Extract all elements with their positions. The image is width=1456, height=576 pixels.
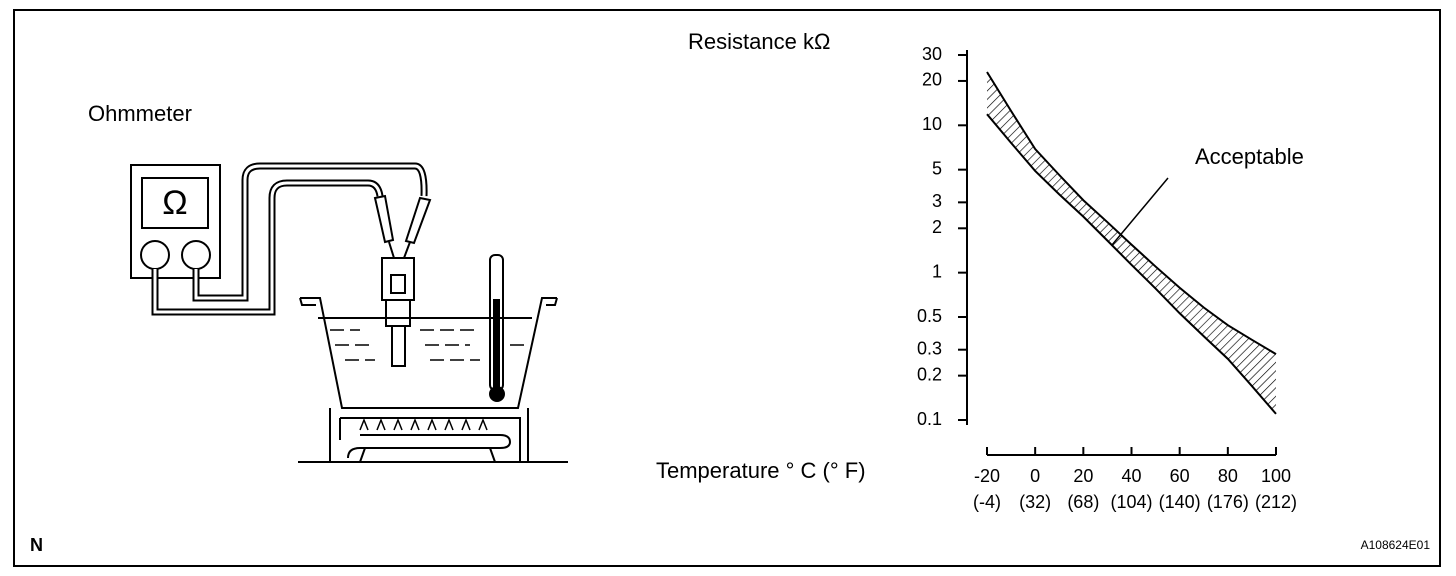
chart-title: Resistance kΩ: [688, 29, 830, 54]
corner-mark: N: [30, 535, 43, 555]
x-tick-label-secondary: (-4): [973, 492, 1001, 512]
probe-tip: [388, 241, 411, 259]
probe: [404, 196, 432, 245]
y-tick-label: 1: [932, 261, 942, 281]
wire-inner: [194, 164, 426, 300]
upper-limit-line: [986, 71, 1277, 355]
y-tick-label: 10: [922, 114, 942, 134]
wire: [151, 179, 384, 316]
x-tick-label-secondary: (68): [1067, 492, 1099, 512]
water: [330, 329, 525, 361]
terminal: [140, 240, 170, 270]
probe: [373, 194, 395, 244]
y-tick-label: 0.2: [917, 364, 942, 384]
ohmmeter-display: [141, 177, 209, 229]
ohmmeter-label: Ohmmeter: [88, 101, 192, 126]
y-tick-label: 20: [922, 70, 942, 90]
flames: [359, 417, 488, 431]
x-tick-label-secondary: (212): [1255, 492, 1297, 512]
y-tick-label: 0.5: [917, 306, 942, 326]
frame: [13, 9, 1441, 567]
x-tick-label: 80: [1218, 466, 1238, 486]
y-tick-label: 2: [932, 217, 942, 237]
y-tick-label: 30: [922, 44, 942, 64]
burner-legs: [359, 447, 496, 463]
sensor-latch: [390, 274, 406, 294]
sensor-thread: [385, 299, 411, 327]
x-tick-label: 40: [1121, 466, 1141, 486]
x-tick-label-secondary: (104): [1110, 492, 1152, 512]
x-tick-label: -20: [974, 466, 1000, 486]
x-tick-label: 60: [1170, 466, 1190, 486]
sensor-tip: [391, 325, 406, 367]
thermometer-bulb: [489, 386, 505, 402]
pot: [300, 297, 557, 409]
burner-stand: [329, 408, 529, 462]
x-tick-label: 100: [1261, 466, 1291, 486]
thermometer-column: [493, 299, 500, 391]
x-axis-label: Temperature ° C (° F): [656, 458, 866, 483]
ohm-symbol: Ω: [162, 184, 187, 222]
x-tick-label-secondary: (32): [1019, 492, 1051, 512]
pot-lip: [299, 297, 558, 306]
acceptable-band: [987, 72, 1276, 414]
burner-pipe: [347, 434, 512, 459]
x-tick-label: 0: [1030, 466, 1040, 486]
y-tick-label: 0.3: [917, 338, 942, 358]
annotation: Acceptable: [1195, 144, 1304, 169]
illustration: [130, 162, 568, 463]
x-tick-label-secondary: (140): [1159, 492, 1201, 512]
y-tick-label: 0.1: [917, 409, 942, 429]
lower-limit-line: [986, 113, 1277, 415]
wire-inner: [153, 181, 382, 314]
figure-code: A108624E01: [1361, 538, 1431, 552]
y-tick-label: 5: [932, 158, 942, 178]
x-tick-label-secondary: (176): [1207, 492, 1249, 512]
ohmmeter-body: [130, 164, 221, 279]
terminal: [181, 240, 211, 270]
y-tick-label: 3: [932, 191, 942, 211]
x-tick-label: 20: [1073, 466, 1093, 486]
